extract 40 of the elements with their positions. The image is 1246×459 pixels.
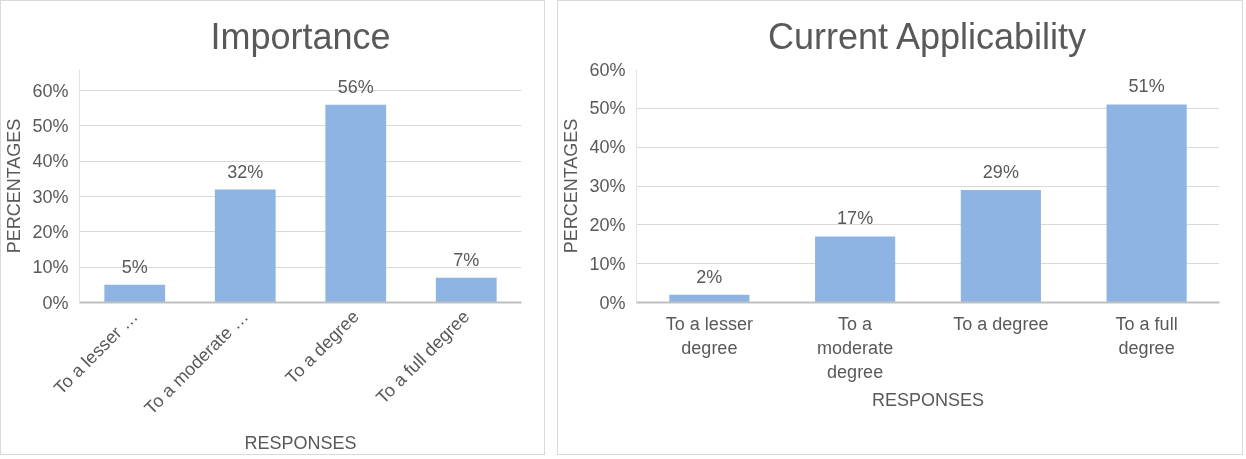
y-tick-label: 20% bbox=[32, 221, 69, 242]
data-label: 29% bbox=[982, 161, 1019, 182]
bar bbox=[435, 277, 497, 303]
y-tick-label: 60% bbox=[589, 59, 626, 80]
data-label: 51% bbox=[1128, 76, 1165, 97]
x-tick-label: To a moderate degree bbox=[817, 313, 894, 382]
y-tick-label: 30% bbox=[32, 186, 69, 207]
x-axis-title: RESPONSES bbox=[244, 433, 357, 454]
y-axis-title: PERCENTAGES bbox=[4, 118, 25, 254]
bar bbox=[1106, 104, 1187, 303]
chart-title: Current Applicability bbox=[767, 16, 1087, 57]
y-axis-title: PERCENTAGES bbox=[561, 118, 582, 254]
chart-title: Importance bbox=[210, 16, 391, 57]
data-label: 17% bbox=[837, 208, 874, 229]
y-tick-label: 10% bbox=[32, 257, 69, 278]
bar bbox=[815, 236, 896, 303]
x-axis-title: RESPONSES bbox=[871, 389, 985, 410]
x-tick-label: To a degree bbox=[953, 313, 1049, 334]
bar bbox=[669, 294, 750, 303]
y-tick-label: 50% bbox=[32, 115, 69, 136]
y-tick-label: 10% bbox=[589, 253, 626, 274]
bar bbox=[104, 284, 166, 303]
y-tick-label: 40% bbox=[32, 151, 69, 172]
x-tick-label: To a lesser degree bbox=[665, 313, 753, 358]
y-tick-label: 0% bbox=[599, 292, 626, 313]
data-label: 5% bbox=[121, 256, 148, 277]
y-tick-label: 0% bbox=[42, 292, 69, 313]
y-tick-label: 50% bbox=[589, 98, 626, 119]
bar bbox=[960, 189, 1041, 303]
bar bbox=[325, 104, 387, 303]
data-label: 7% bbox=[453, 249, 480, 270]
data-label: 56% bbox=[337, 76, 374, 97]
y-tick-label: 60% bbox=[32, 80, 69, 101]
y-tick-label: 20% bbox=[589, 214, 626, 235]
y-tick-label: 30% bbox=[589, 176, 626, 196]
x-tick-label: To a full degree bbox=[1115, 313, 1178, 358]
bar bbox=[214, 189, 276, 303]
data-label: 32% bbox=[227, 161, 264, 182]
y-tick-label: 40% bbox=[589, 137, 626, 158]
data-label: 2% bbox=[696, 266, 723, 287]
